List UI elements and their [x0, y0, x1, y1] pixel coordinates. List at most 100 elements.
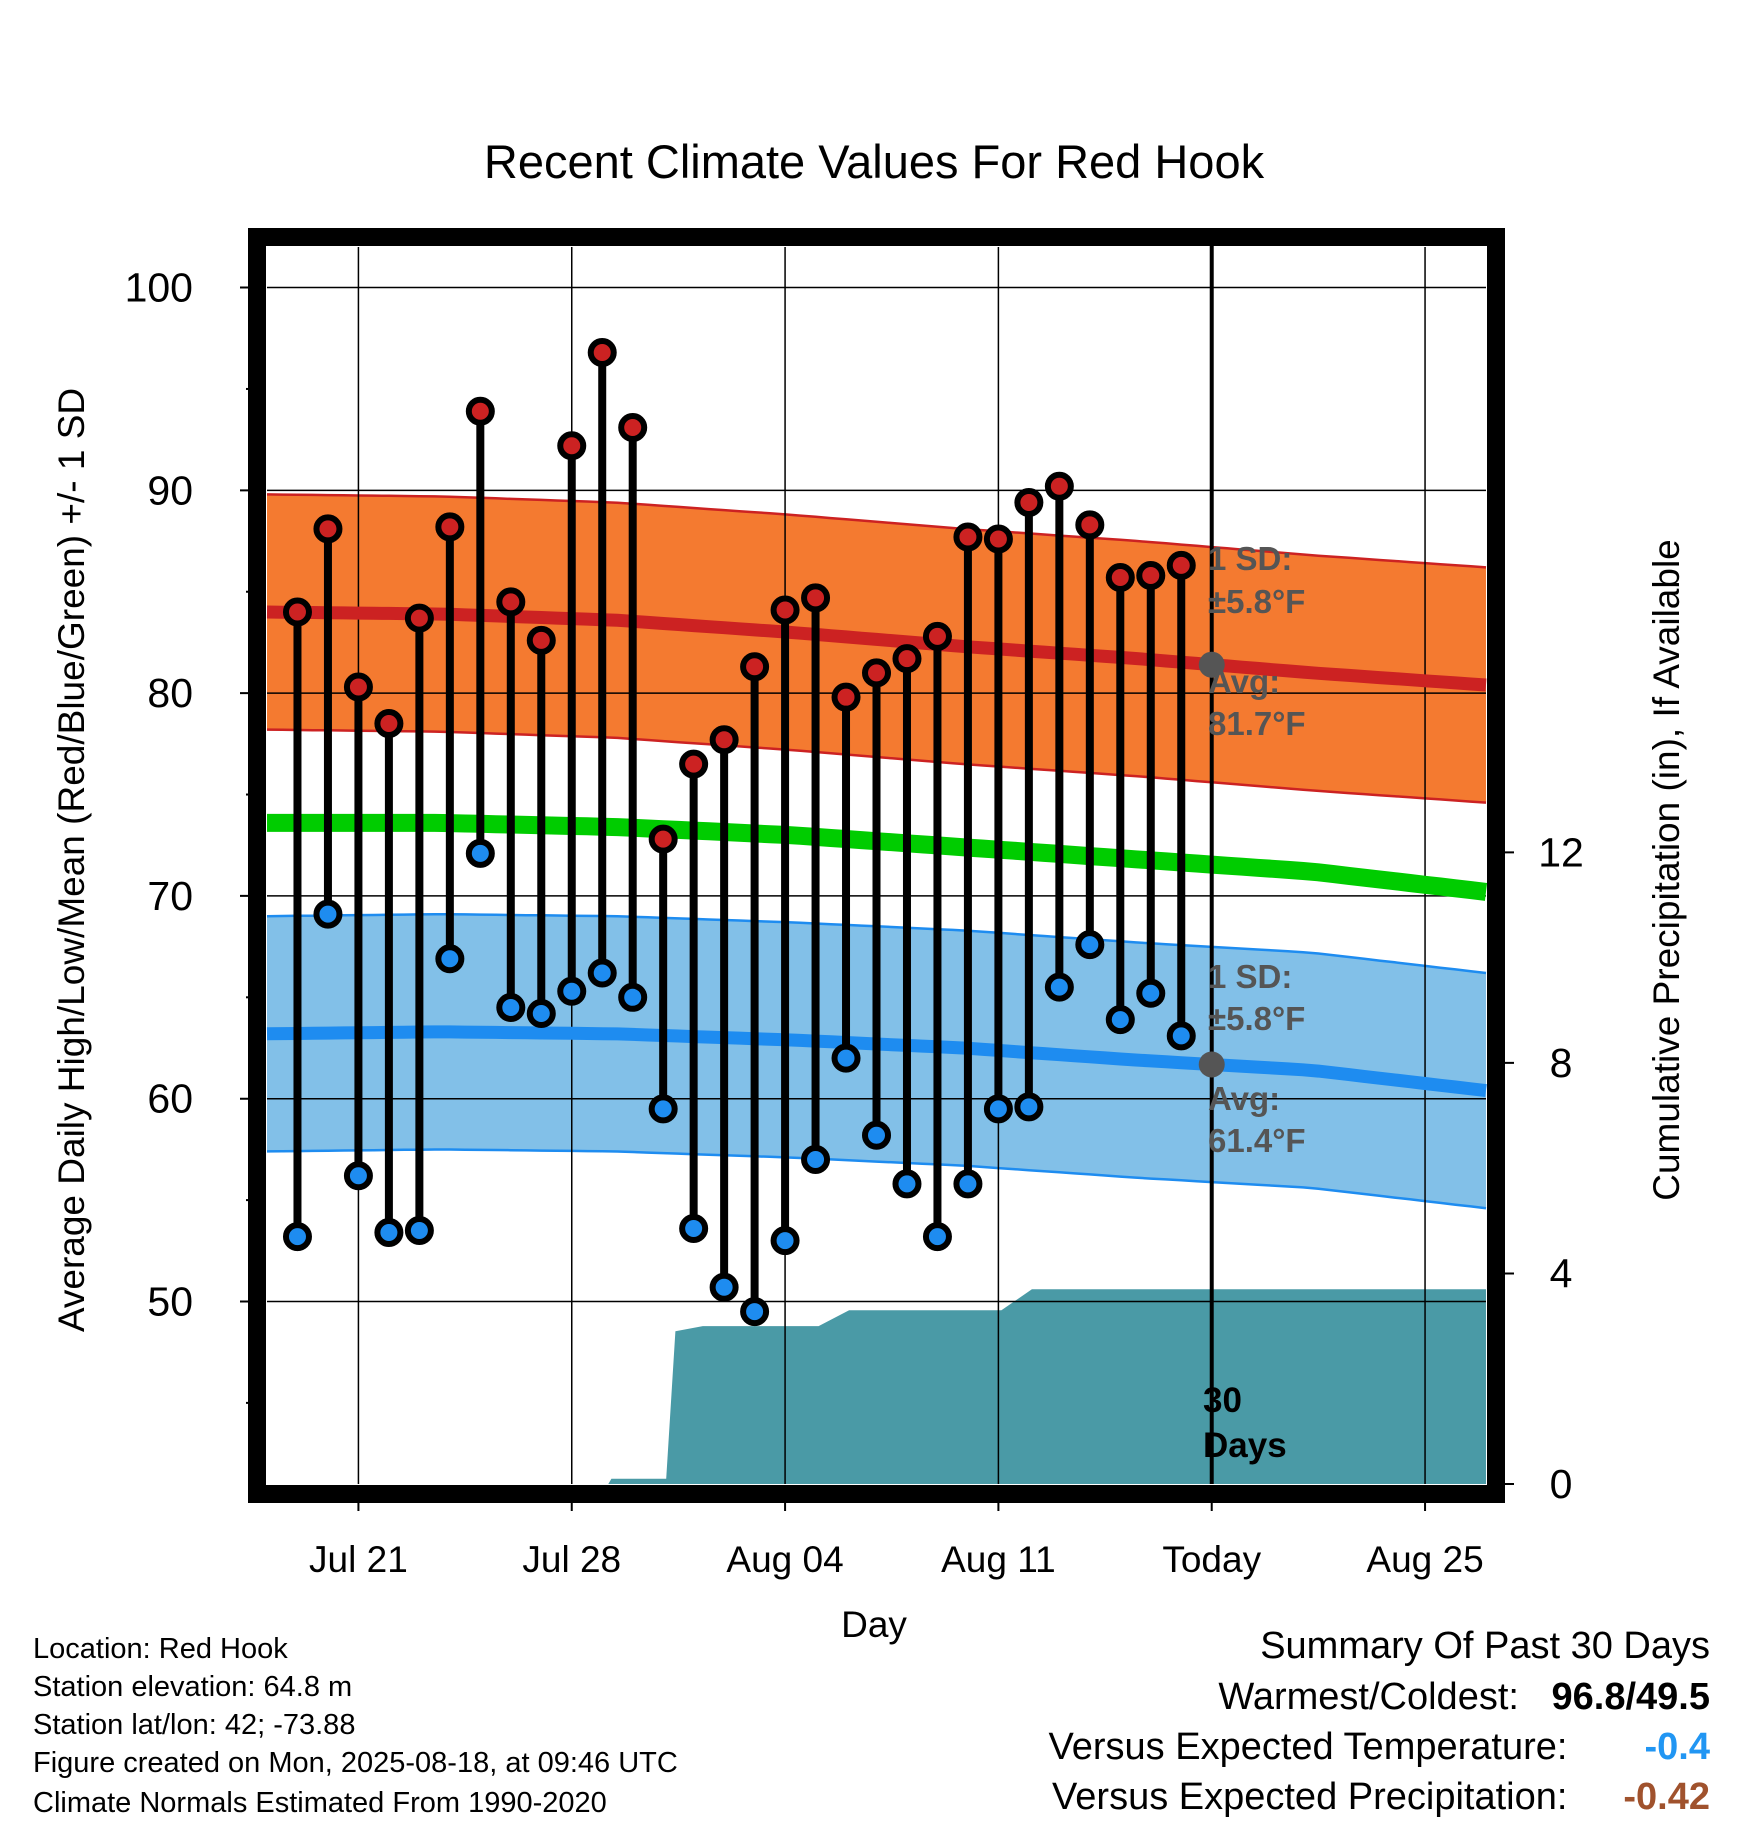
high-point-Aug 11 [983, 524, 1013, 554]
chart-title: Recent Climate Values For Red Hook [484, 135, 1265, 188]
high-sd-label: 1 SD: [1208, 540, 1292, 577]
high-point-Jul 23 [404, 603, 434, 633]
low-point-Aug 11 [983, 1094, 1013, 1124]
low-point-Aug 10 [953, 1169, 983, 1199]
y-tick-label-70: 70 [147, 873, 193, 919]
period-label-line2: Days [1203, 1426, 1287, 1465]
y-tick-label-50: 50 [147, 1278, 193, 1324]
low-point-Jul 20 [313, 899, 343, 929]
low-point-Aug 17 [1166, 1021, 1196, 1051]
high-point-Aug 12 [1014, 488, 1044, 518]
high-point-Aug 03 [740, 652, 770, 682]
precip-label: Versus Expected Precipitation: [1052, 1776, 1568, 1818]
high-point-Jul 24 [435, 512, 465, 542]
low-point-Aug 13 [1044, 972, 1074, 1002]
x-tick-label-0: Jul 21 [309, 1539, 408, 1580]
low-point-Jul 24 [435, 944, 465, 974]
low-point-Jul 22 [374, 1218, 404, 1248]
summary-precip: Versus Expected Precipitation: -0.42 [1052, 1778, 1710, 1816]
high-sd-band-upper-edge [266, 493, 1487, 569]
x-tick-label-3: Aug 11 [941, 1539, 1056, 1580]
latlon-text: Station lat/lon: 42; -73.88 [33, 1709, 356, 1741]
high-normal-line [266, 605, 1487, 692]
high-point-Aug 05 [801, 583, 831, 613]
temp-value: -0.4 [1644, 1726, 1710, 1768]
low-point-Aug 02 [709, 1272, 739, 1302]
normals-text: Climate Normals Estimated From 1990-2020 [33, 1787, 607, 1819]
y2-tick-label-8: 8 [1550, 1040, 1573, 1086]
low-point-Aug 12 [1014, 1092, 1044, 1122]
high-point-Aug 02 [709, 725, 739, 755]
y2-tick-label-0: 0 [1550, 1461, 1573, 1507]
x-tick-label-2: Aug 04 [726, 1539, 843, 1580]
axes: 50 60 70 80 90 100 0 4 8 12 Jul 21 Jul 28 Aug 04 Aug … [125, 265, 1584, 1580]
high-point-Jul 31 [648, 824, 678, 854]
high-point-Jul 26 [496, 587, 526, 617]
high-point-Aug 08 [892, 644, 922, 674]
y-tick-label-80: 80 [147, 670, 193, 716]
low-point-Aug 06 [831, 1043, 861, 1073]
low-point-Jul 21 [343, 1161, 373, 1191]
y-tick-label-100: 100 [125, 265, 193, 311]
low-point-Jul 26 [496, 992, 526, 1022]
low-avg-label: Avg: [1208, 1080, 1280, 1117]
today-marker [1198, 239, 1225, 1484]
low-point-Jul 28 [557, 976, 587, 1006]
low-point-Aug 03 [740, 1297, 770, 1327]
low-point-Aug 14 [1075, 930, 1105, 960]
high-avg-label: Avg: [1208, 663, 1280, 700]
high-point-Aug 16 [1136, 561, 1166, 591]
low-point-Jul 23 [404, 1216, 434, 1246]
created-text: Figure created on Mon, 2025-08-18, at 09… [33, 1747, 678, 1779]
x-axis-label: Day [841, 1604, 907, 1645]
high-point-Aug 17 [1166, 550, 1196, 580]
high-point-Aug 01 [679, 749, 709, 779]
y-axis-label: Average Daily High/Low/Mean (Red/Blue/Gr… [51, 388, 92, 1332]
high-point-Jul 22 [374, 709, 404, 739]
low-point-Aug 15 [1105, 1005, 1135, 1035]
x-tick-label-5: Aug 25 [1366, 1539, 1483, 1580]
x-tick-label-1: Jul 28 [522, 1539, 621, 1580]
low-sd-band-lower-edge [266, 1148, 1487, 1210]
high-point-Aug 07 [862, 658, 891, 688]
summary-warm-cold: Warmest/Coldest: 96.8/49.5 [1218, 1678, 1710, 1716]
high-point-Aug 13 [1044, 471, 1074, 501]
low-point-Jul 29 [587, 958, 617, 988]
low-point-Jul 19 [282, 1222, 312, 1252]
high-point-Jul 25 [465, 396, 495, 426]
low-point-Jul 31 [648, 1094, 678, 1124]
low-point-Aug 01 [679, 1213, 709, 1243]
low-point-Jul 30 [618, 982, 648, 1012]
elevation-text: Station elevation: 64.8 m [33, 1671, 353, 1703]
precip-area [267, 1289, 1486, 1484]
y2-axis-label: Cumulative Precipitation (in), If Availa… [1646, 539, 1687, 1201]
low-point-Aug 09 [922, 1222, 952, 1252]
location-text: Location: Red Hook [33, 1633, 288, 1665]
y-tick-label-90: 90 [147, 467, 193, 513]
low-point-Aug 08 [892, 1169, 922, 1199]
high-point-Jul 19 [282, 597, 312, 627]
summary-temp: Versus Expected Temperature: -0.4 [1049, 1728, 1710, 1766]
today-low-avg-dot [1198, 1051, 1225, 1078]
temp-label: Versus Expected Temperature: [1048, 1726, 1568, 1768]
high-sd-value: ±5.8°F [1208, 583, 1305, 620]
low-point-Aug 04 [770, 1226, 800, 1256]
annotations: 1 SD: ±5.8°F Avg: 81.7°F 1 SD: ±5.8°F Av… [1203, 540, 1306, 1465]
period-label-line1: 30 [1203, 1381, 1242, 1420]
high-avg-value: 81.7°F [1208, 705, 1306, 742]
y2-tick-label-4: 4 [1550, 1250, 1573, 1296]
y-tick-label-60: 60 [147, 1076, 193, 1122]
high-point-Aug 09 [922, 621, 952, 651]
high-point-Jul 20 [313, 514, 343, 544]
low-point-Jul 25 [465, 838, 495, 868]
precip-value: -0.42 [1623, 1776, 1710, 1818]
high-point-Jul 27 [526, 625, 556, 655]
high-point-Jul 29 [587, 337, 617, 367]
low-point-Aug 07 [862, 1120, 891, 1150]
x-tick-label-4: Today [1162, 1539, 1261, 1580]
high-point-Aug 15 [1105, 563, 1135, 593]
warm-cold-value: 96.8/49.5 [1551, 1676, 1710, 1718]
plot-border [248, 228, 1505, 1503]
low-point-Jul 27 [526, 999, 556, 1029]
